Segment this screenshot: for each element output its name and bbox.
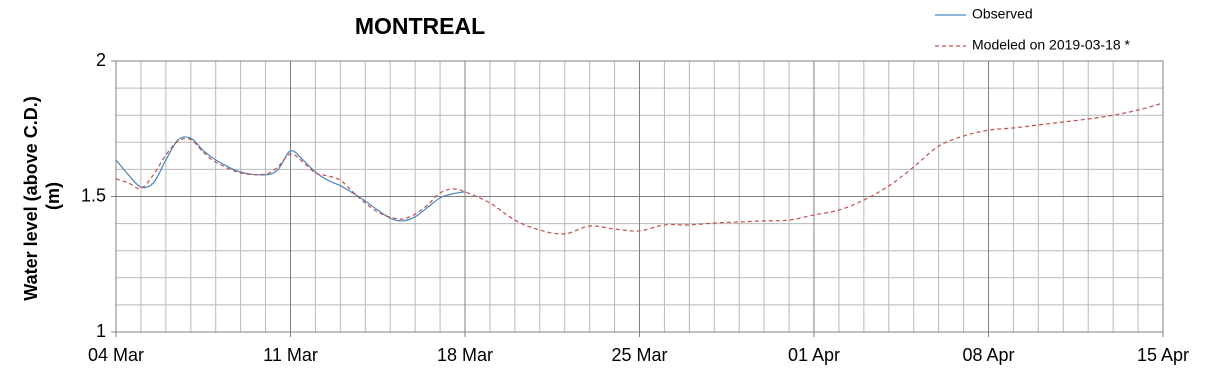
plot-border (115, 60, 1164, 333)
series-line (115, 136, 466, 222)
legend: Observed Modeled on 2019-03-18 * (935, 6, 1131, 53)
legend-label: Modeled on 2019-03-18 * (972, 37, 1131, 53)
y-tick-label: 1.5 (81, 185, 106, 205)
x-tick-label: 15 Apr (1137, 345, 1189, 365)
y-tick-label: 2 (96, 50, 106, 70)
y-axis-label-line: Water level (above C.D.) (21, 96, 41, 300)
y-tick-label: 1 (96, 321, 106, 341)
chart-title: MONTREAL (355, 13, 485, 39)
y-axis-label-line: (m) (43, 182, 63, 210)
x-tick-label: 11 Mar (263, 345, 318, 365)
series-line (115, 102, 1164, 235)
legend-label: Observed (972, 6, 1033, 22)
y-axis-label: Water level (above C.D.) (m) (21, 91, 63, 300)
x-tick-label: 04 Mar (88, 345, 144, 365)
x-tick-label: 01 Apr (788, 345, 840, 365)
x-tick-label: 18 Mar (437, 345, 493, 365)
x-tick-label: 25 Mar (611, 345, 667, 365)
x-tick-label: 08 Apr (962, 345, 1014, 365)
